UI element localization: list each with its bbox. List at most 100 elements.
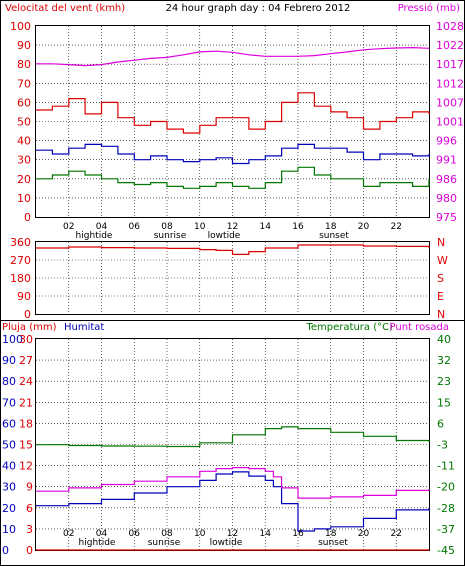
temperature-axis-tick: -20 xyxy=(437,481,455,494)
rain-axis-tick: 30 xyxy=(19,333,33,346)
humidity-axis-tick: 80 xyxy=(2,375,16,388)
series-line xyxy=(36,467,430,499)
wind-speed-axis-labels: 0 10 20 30 40 50 60 70 80 90 100 xyxy=(10,20,31,224)
rain-axis-tick: 9 xyxy=(26,481,33,494)
pressure-label: Pressió (mb) xyxy=(398,2,460,14)
temperature-axis-tick: -11 xyxy=(437,460,455,473)
compass-label: E xyxy=(437,290,444,303)
wind-axis-tick: 20 xyxy=(17,173,31,186)
x-tick-label: 22 xyxy=(391,222,402,232)
temperature-axis-tick: -28 xyxy=(437,502,455,515)
wind-axis-tick: 60 xyxy=(17,96,31,109)
pressure-axis-tick: 1007 xyxy=(436,96,464,109)
wind-panel-frame xyxy=(35,25,430,218)
direction-panel-grid xyxy=(36,242,429,314)
wind-speed-label: Velocitat del vent (kmh) xyxy=(5,3,125,14)
pressure-axis-tick: 996 xyxy=(436,135,457,148)
direction-axis-tick: 180 xyxy=(10,272,31,285)
x-tick-label: 12 xyxy=(227,222,238,232)
compass-label: W xyxy=(437,254,448,267)
humidity-axis-labels: 0 10 20 30 40 50 60 70 80 90 100 xyxy=(2,333,23,557)
temperature-axis-tick: 6 xyxy=(437,417,444,430)
humidity-axis-tick: 90 xyxy=(2,354,16,367)
x-tick-label: 10 xyxy=(194,222,206,232)
wind-panel-x-labels: 02 04 06 08 10 12 14 16 18 20 22 xyxy=(63,222,402,232)
event-sunset: sunset xyxy=(319,231,349,241)
x-tick-label: 10 xyxy=(194,529,206,539)
climate-series xyxy=(36,426,430,551)
temperature-axis-tick: 15 xyxy=(437,396,451,409)
series-line xyxy=(36,471,430,532)
rain-axis-tick: 21 xyxy=(19,396,33,409)
pressure-axis-tick: 1012 xyxy=(436,77,464,90)
x-tick-label: 08 xyxy=(161,222,173,232)
rain-label: Pluja (mm) xyxy=(2,322,57,333)
climate-panel-x-labels: 02 04 06 08 10 12 14 16 18 20 22 xyxy=(63,529,402,539)
series-line xyxy=(36,46,430,67)
wind-axis-tick: 10 xyxy=(17,192,31,205)
event-hightide-bottom: hightide xyxy=(79,538,116,548)
humidity-axis-tick: 30 xyxy=(2,481,16,494)
pressure-axis-tick: 1001 xyxy=(436,116,464,129)
event-lowtide: lowtide xyxy=(208,231,241,241)
rain-axis-tick: 18 xyxy=(19,417,33,430)
pressure-axis-tick: 1028 xyxy=(436,20,464,33)
compass-label: N xyxy=(437,236,445,249)
x-tick-label: 16 xyxy=(292,529,304,539)
x-tick-label: 18 xyxy=(325,222,337,232)
event-sunrise: sunrise xyxy=(154,231,187,241)
compass-label: N xyxy=(437,308,445,321)
direction-axis-tick: 0 xyxy=(24,308,31,321)
wind-axis-tick: 40 xyxy=(17,135,31,148)
pressure-axis-tick: 986 xyxy=(436,173,457,186)
humidity-axis-tick: 60 xyxy=(2,417,16,430)
humidity-label: Humitat xyxy=(64,322,104,333)
rain-axis-tick: 0 xyxy=(26,544,33,557)
x-tick-label: 14 xyxy=(260,529,272,539)
wind-series xyxy=(36,46,430,189)
direction-axis-tick: 270 xyxy=(10,254,31,267)
series-line xyxy=(36,244,430,255)
humidity-axis-tick: 10 xyxy=(2,523,16,536)
x-tick-label: 22 xyxy=(391,529,402,539)
x-tick-label: 20 xyxy=(358,529,370,539)
humidity-axis-tick: 100 xyxy=(2,333,23,346)
humidity-axis-tick: 50 xyxy=(2,439,16,452)
direction-axis-tick: 360 xyxy=(10,236,31,249)
wind-axis-tick: 50 xyxy=(17,116,31,129)
x-tick-label: 08 xyxy=(161,529,173,539)
wind-axis-tick: 0 xyxy=(24,211,31,224)
rain-axis-tick: 12 xyxy=(19,460,33,473)
pressure-axis-tick: 1017 xyxy=(436,58,464,71)
pressure-axis-labels: 975 980 986 991 996 1001 1007 1012 1017 1022 1028 xyxy=(436,20,464,224)
series-line xyxy=(36,426,430,448)
x-tick-label: 12 xyxy=(227,529,238,539)
compass-label: S xyxy=(437,272,444,285)
humidity-axis-tick: 40 xyxy=(2,460,16,473)
rain-axis-tick: 3 xyxy=(26,523,33,536)
temperature-axis-tick: 32 xyxy=(437,354,451,367)
pressure-axis-tick: 991 xyxy=(436,154,457,167)
x-tick-label: 06 xyxy=(129,222,141,232)
pressure-axis-tick: 975 xyxy=(436,211,457,224)
rain-axis-labels: 0 3 6 9 12 15 18 21 24 27 30 xyxy=(19,333,33,557)
x-tick-label: 04 xyxy=(96,529,108,539)
temperature-axis-tick: -45 xyxy=(437,544,455,557)
wind-axis-tick: 90 xyxy=(17,39,31,52)
x-tick-label: 14 xyxy=(260,222,272,232)
direction-panel-frame xyxy=(35,241,430,315)
series-line xyxy=(36,92,430,134)
rain-axis-tick: 27 xyxy=(19,354,33,367)
series-line xyxy=(36,166,430,189)
humidity-axis-tick: 20 xyxy=(2,502,16,515)
direction-axis-tick: 90 xyxy=(17,290,31,303)
direction-series xyxy=(36,244,430,255)
temperature-axis-tick: -37 xyxy=(437,523,455,536)
x-tick-label: 02 xyxy=(63,222,74,232)
rain-axis-tick: 15 xyxy=(19,439,33,452)
wind-axis-tick: 80 xyxy=(17,58,31,71)
series-line xyxy=(36,143,430,165)
